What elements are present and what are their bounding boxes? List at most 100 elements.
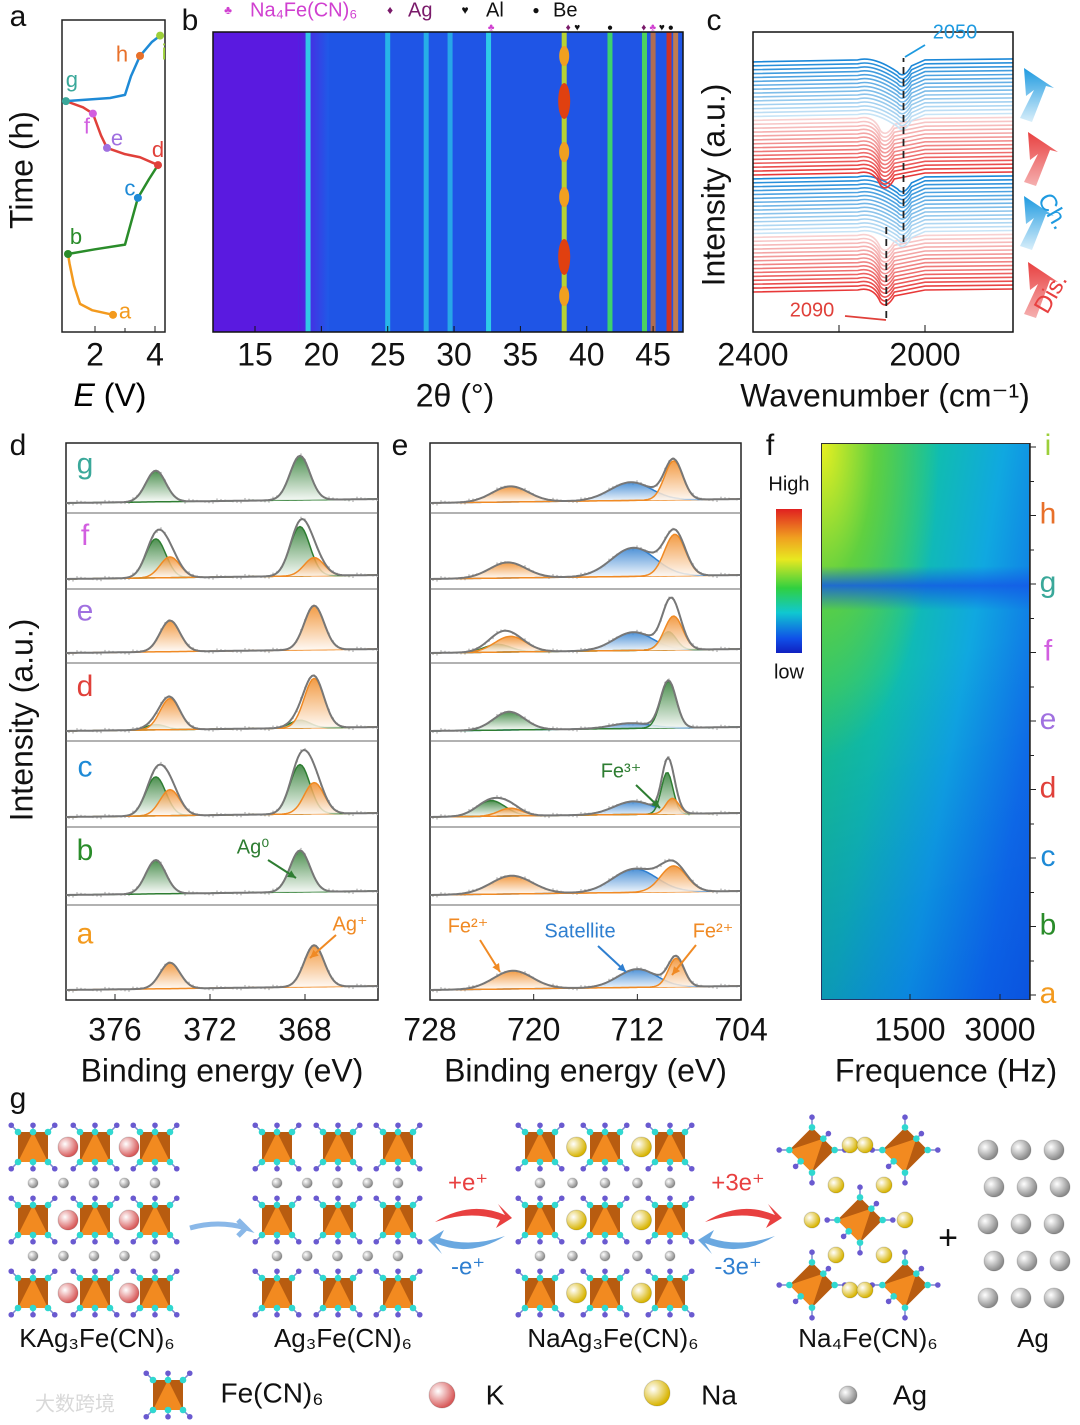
envelope-line <box>430 596 740 654</box>
data-point <box>436 503 438 506</box>
phase-marker: ● <box>668 23 674 34</box>
nitrogen-atom <box>113 1311 120 1318</box>
ir-spectrum-discharge <box>752 284 1014 302</box>
data-point <box>356 810 358 813</box>
ir-spectrum-charge <box>752 175 1014 193</box>
ir-spectrum-discharge <box>752 136 1014 154</box>
data-point <box>356 572 358 575</box>
panel-label-d: d <box>10 429 27 462</box>
data-point <box>356 646 358 649</box>
data-point <box>72 731 74 734</box>
nitrogen-atom <box>688 1165 695 1172</box>
fe-cn6-octahedron <box>252 1122 302 1172</box>
data-point <box>552 648 554 651</box>
ag-ion <box>599 1250 611 1262</box>
carbon-atom <box>879 1216 886 1224</box>
data-point <box>552 573 554 576</box>
x-tick-label: 1500 <box>874 1011 945 1047</box>
na-ion <box>566 1282 587 1304</box>
carbon-atom <box>273 1201 281 1209</box>
panel-a-frame <box>61 19 166 333</box>
ir-spectrum-discharge <box>752 233 1014 252</box>
carbon-atom <box>76 1231 84 1239</box>
state-label-d: d <box>152 137 164 162</box>
carbon-atom <box>44 1304 52 1312</box>
carbon-atom <box>179 1376 187 1384</box>
octahedron-face-front <box>882 1273 917 1308</box>
k-ion <box>57 1136 79 1158</box>
carbon-atom <box>334 1201 342 1209</box>
ag-ion <box>119 1177 130 1189</box>
carbon-atom <box>536 1274 544 1282</box>
carbon-atom <box>349 1304 357 1312</box>
octahedron-face-front <box>140 1205 170 1235</box>
carbon-atom <box>536 1231 544 1239</box>
carbon-atom <box>868 1205 875 1212</box>
carbon-atom <box>409 1128 417 1136</box>
nitrogen-atom <box>130 1311 137 1318</box>
nitrogen-atom <box>51 1195 58 1202</box>
carbon-atom <box>666 1201 674 1209</box>
carbon-atom <box>91 1201 99 1209</box>
data-point <box>300 516 302 519</box>
carbon-atom <box>258 1128 266 1136</box>
arrow-2050 <box>904 44 926 58</box>
nitrogen-atom <box>113 1195 120 1202</box>
nitrogen-atom <box>416 1195 423 1202</box>
envelope-line <box>66 849 378 896</box>
ag-ion <box>567 1177 578 1189</box>
oxidation-arrow <box>428 1230 505 1254</box>
octahedron-face-front <box>655 1278 685 1308</box>
x-tick-label: 372 <box>183 1011 236 1047</box>
nitrogen-atom <box>313 1195 320 1202</box>
carbon-atom <box>601 1274 609 1282</box>
carbon-atom <box>106 1128 114 1136</box>
spectrum-label-e: e <box>77 595 94 628</box>
fitted-peak-area <box>430 534 741 579</box>
state-label-g: g <box>66 67 78 92</box>
data-point <box>552 983 554 986</box>
xrd-peak-line <box>666 32 672 332</box>
nitrogen-atom <box>356 1268 363 1275</box>
carbon-atom <box>586 1201 594 1209</box>
nitrogen-atom <box>416 1165 423 1172</box>
ir-spectrum-discharge <box>752 140 1014 158</box>
nitrogen-atom <box>809 1114 815 1120</box>
data-point <box>76 500 78 503</box>
nitrogen-atom <box>623 1268 630 1275</box>
nitrogen-atom <box>416 1238 423 1245</box>
nitrogen-atom <box>173 1238 180 1245</box>
carbon-atom <box>76 1201 84 1209</box>
data-point <box>132 649 134 652</box>
data-point <box>76 728 78 731</box>
compound-label: NaAg₃Fe(CN)₆ <box>527 1323 698 1353</box>
data-point <box>72 579 74 582</box>
state-point-b <box>64 250 72 258</box>
carbon-atom <box>601 1304 609 1312</box>
nitrogen-atom <box>602 1195 608 1202</box>
carbon-atom <box>586 1158 594 1166</box>
data-point <box>716 576 718 579</box>
carbon-atom <box>586 1231 594 1239</box>
fe-cn6-octahedron <box>580 1195 630 1245</box>
data-point <box>440 728 442 731</box>
carbon-atom <box>394 1274 402 1282</box>
carbon-atom <box>164 1406 172 1414</box>
nitrogen-atom <box>335 1122 341 1129</box>
carbon-atom <box>786 1146 793 1154</box>
xrd-peak-line <box>385 32 391 332</box>
carbon-atom <box>334 1231 342 1239</box>
state-label-g: g <box>1040 566 1057 599</box>
carbon-atom <box>273 1274 281 1282</box>
nitrogen-atom <box>130 1268 137 1275</box>
nitrogen-atom <box>395 1122 401 1129</box>
nitrogen-atom <box>395 1238 401 1245</box>
nitrogen-atom <box>537 1165 543 1172</box>
nitrogen-atom <box>902 1180 908 1186</box>
carbon-atom <box>106 1158 114 1166</box>
data-point <box>268 651 270 654</box>
octahedron-face-front <box>837 1208 872 1243</box>
state-point-e <box>103 143 111 152</box>
data-point <box>76 892 78 895</box>
na-ion <box>896 1211 914 1229</box>
